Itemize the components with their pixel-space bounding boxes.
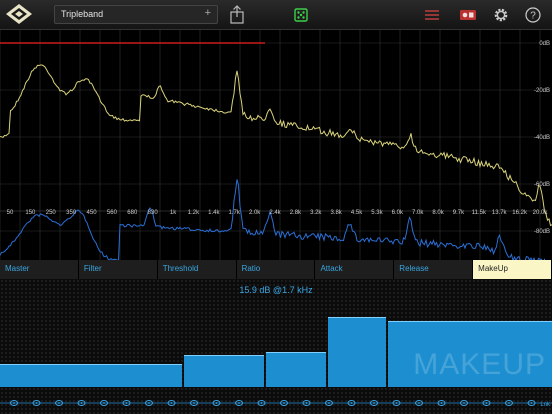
share-icon[interactable] bbox=[226, 4, 248, 26]
parameter-watermark: MAKEUP bbox=[413, 348, 546, 381]
grid bbox=[0, 30, 541, 260]
link-node-icon[interactable] bbox=[370, 400, 378, 406]
parameter-tabs: Master Filter Threshold Ratio Attack Rel… bbox=[0, 260, 552, 279]
link-node-icon[interactable] bbox=[77, 400, 86, 406]
db-label: -80dB bbox=[534, 229, 550, 235]
tab-ratio[interactable]: Ratio bbox=[236, 260, 316, 279]
freq-label: 5.3k bbox=[371, 210, 383, 216]
link-node-icon[interactable] bbox=[55, 400, 63, 406]
freq-label: 4.5k bbox=[351, 210, 363, 216]
spectrum-graph: 50 150 250 350 450 560 680 830 1k 1.2k 1.4k 1.7k 2.0… bbox=[0, 30, 552, 260]
link-node-icon[interactable] bbox=[167, 400, 176, 406]
freq-label: 6.0k bbox=[392, 210, 404, 216]
spectrum-display[interactable]: 50 150 250 350 450 560 680 830 1k 1.2k 1.4k 1.7k 2.0… bbox=[0, 30, 552, 260]
tab-attack[interactable]: Attack bbox=[315, 260, 395, 279]
link-node-icon[interactable] bbox=[122, 400, 131, 406]
freq-label: 50 bbox=[7, 210, 14, 216]
freq-label: 150 bbox=[25, 210, 36, 216]
link-node-icon[interactable] bbox=[235, 400, 243, 406]
db-label: -60dB bbox=[534, 182, 550, 188]
link-node-icon[interactable] bbox=[325, 400, 333, 406]
freq-label: 20.0k bbox=[533, 210, 549, 216]
record-icon[interactable] bbox=[457, 4, 479, 26]
upper-spectrum-curve bbox=[0, 64, 552, 227]
preset-selector[interactable]: Tripleband + bbox=[54, 5, 218, 24]
link-node-icon[interactable] bbox=[10, 400, 18, 406]
menu-icon[interactable] bbox=[421, 4, 443, 26]
freq-label: 13.7k bbox=[492, 210, 508, 216]
makeup-panel: 15.9 dB @1.7 kHz MAKEUP Lnk bbox=[0, 279, 552, 414]
link-node-icon[interactable] bbox=[505, 400, 513, 406]
freq-label: 2.8k bbox=[290, 210, 302, 216]
tab-master[interactable]: Master bbox=[0, 260, 79, 279]
toolbar: Tripleband + ? bbox=[0, 0, 552, 30]
add-preset-button[interactable]: + bbox=[204, 7, 211, 19]
logo-icon[interactable] bbox=[4, 3, 34, 25]
lower-spectrum-curve bbox=[0, 179, 546, 260]
link-node-icon[interactable] bbox=[212, 400, 221, 406]
freq-label: 1.7k bbox=[229, 210, 241, 216]
freq-label: 2.0k bbox=[249, 210, 261, 216]
link-node-icon[interactable] bbox=[302, 400, 311, 406]
freq-label: 11.5k bbox=[472, 210, 487, 216]
settings-icon[interactable] bbox=[490, 4, 512, 26]
link-node-icon[interactable] bbox=[460, 400, 468, 406]
tab-release[interactable]: Release bbox=[394, 260, 474, 279]
freq-label: 9.7k bbox=[453, 210, 465, 216]
svg-text:?: ? bbox=[530, 11, 536, 22]
link-node-icon[interactable] bbox=[347, 400, 356, 406]
dice-icon[interactable] bbox=[290, 4, 312, 26]
freq-label: 560 bbox=[107, 210, 118, 216]
freq-label: 350 bbox=[66, 210, 77, 216]
freq-label: 1.2k bbox=[188, 210, 200, 216]
link-node-icon[interactable] bbox=[145, 400, 153, 406]
help-icon[interactable]: ? bbox=[522, 4, 544, 26]
link-node-icon[interactable] bbox=[527, 400, 536, 406]
freq-label: 3.2k bbox=[310, 210, 322, 216]
link-node-icon[interactable] bbox=[415, 400, 423, 406]
link-node-icon[interactable] bbox=[392, 400, 401, 406]
band-link-row[interactable]: Lnk bbox=[0, 396, 552, 410]
link-node-icon[interactable] bbox=[482, 400, 491, 406]
freq-label: 830 bbox=[148, 210, 159, 216]
freq-label: 1.4k bbox=[208, 210, 220, 216]
band-4-makeup-bar[interactable] bbox=[328, 317, 386, 387]
freq-label: 2.4k bbox=[269, 210, 281, 216]
freq-label: 680 bbox=[127, 210, 138, 216]
band-3-makeup-bar[interactable] bbox=[266, 352, 326, 387]
band-5-makeup-bar[interactable] bbox=[388, 321, 552, 387]
db-label: 0dB bbox=[539, 41, 550, 47]
link-node-icon[interactable] bbox=[32, 400, 41, 406]
link-label: Lnk bbox=[540, 402, 551, 408]
link-node-icon[interactable] bbox=[257, 400, 266, 406]
link-node-icon[interactable] bbox=[190, 400, 198, 406]
freq-label: 450 bbox=[87, 210, 98, 216]
band-1-makeup-bar[interactable] bbox=[0, 364, 182, 387]
tab-filter[interactable]: Filter bbox=[78, 260, 158, 279]
tab-makeup[interactable]: MakeUp bbox=[473, 260, 552, 279]
freq-label: 8.0k bbox=[432, 210, 444, 216]
db-label: -20dB bbox=[534, 88, 550, 94]
freq-label: 7.0k bbox=[412, 210, 424, 216]
db-label: -40dB bbox=[534, 135, 550, 141]
freq-label: 16.2k bbox=[512, 210, 528, 216]
tab-threshold[interactable]: Threshold bbox=[157, 260, 237, 279]
link-node-icon[interactable] bbox=[100, 400, 108, 406]
freq-label: 1k bbox=[170, 210, 177, 216]
value-readout: 15.9 dB @1.7 kHz bbox=[239, 285, 313, 295]
preset-name: Tripleband bbox=[61, 9, 104, 19]
freq-label: 3.8k bbox=[330, 210, 342, 216]
band-2-makeup-bar[interactable] bbox=[184, 355, 264, 387]
link-node-icon[interactable] bbox=[280, 400, 288, 406]
link-node-icon[interactable] bbox=[437, 400, 446, 406]
freq-label: 250 bbox=[46, 210, 57, 216]
